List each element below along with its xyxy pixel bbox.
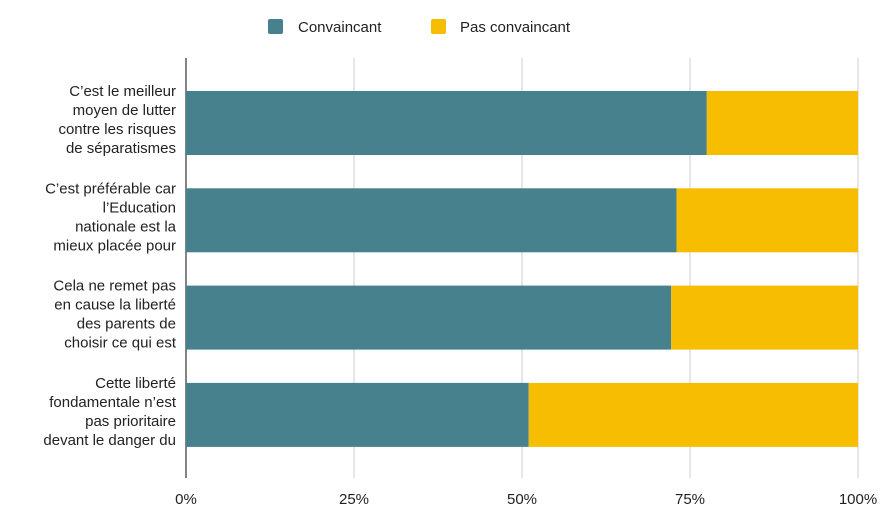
- x-tick-label: 75%: [675, 491, 705, 508]
- category-label-4-line-1: Cette liberté: [95, 375, 176, 392]
- x-axis-ticks: 0% 25% 50% 75% 100%: [175, 491, 877, 508]
- category-label-3-line-2: en cause la liberté: [54, 297, 176, 314]
- bar-convaincant-4: [186, 382, 529, 447]
- bars: [186, 91, 858, 447]
- bar-pas-convaincant-4: [528, 382, 858, 447]
- category-label-2-line-1: C’est préférable car: [45, 180, 176, 197]
- bar-pas-convaincant-2: [676, 188, 858, 253]
- category-label-1-line-1: C’est le meilleur: [69, 83, 176, 100]
- category-label-1-line-2: moyen de lutter: [73, 102, 176, 119]
- category-label-2-line-4: mieux placée pour: [53, 237, 176, 254]
- bar-convaincant-3: [186, 285, 672, 350]
- category-label-3-line-4: choisir ce qui est: [64, 335, 177, 352]
- category-label-1-line-4: de séparatismes: [66, 140, 176, 157]
- category-label-4-line-2: fondamentale n’est: [49, 394, 177, 411]
- x-tick-label: 0%: [175, 491, 197, 508]
- category-label-2-line-2: l’Education: [103, 199, 176, 216]
- category-label-2-line-3: nationale est la: [75, 218, 177, 235]
- category-label-4-line-3: pas prioritaire: [85, 413, 176, 430]
- category-label-3-line-1: Cela ne remet pas: [53, 278, 176, 295]
- category-label-4-line-4: devant le danger du: [43, 432, 176, 449]
- legend-swatch-pas-convaincant: [431, 19, 446, 34]
- x-tick-label: 100%: [839, 491, 877, 508]
- category-labels: C’est le meilleur moyen de lutter contre l…: [43, 83, 176, 449]
- bar-convaincant-1: [186, 91, 707, 155]
- bar-convaincant-2: [186, 188, 677, 253]
- legend: Convaincant Pas convaincant: [268, 19, 571, 36]
- category-label-3-line-3: des parents de: [77, 316, 176, 333]
- category-label-1-line-3: contre les risques: [58, 121, 176, 138]
- bar-pas-convaincant-1: [706, 91, 858, 155]
- legend-label-convaincant: Convaincant: [298, 19, 382, 36]
- legend-swatch-convaincant: [268, 19, 283, 34]
- x-tick-label: 25%: [339, 491, 369, 508]
- legend-label-pas-convaincant: Pas convaincant: [460, 19, 571, 36]
- x-tick-label: 50%: [507, 491, 537, 508]
- bar-pas-convaincant-3: [671, 285, 858, 350]
